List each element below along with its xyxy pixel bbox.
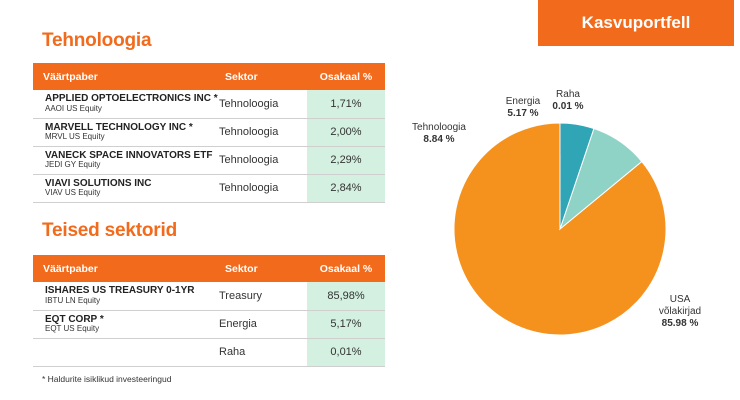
tech-holdings-table: Väärtpaber Sektor Osakaal % APPLIED OPTO… [33,63,385,203]
header-weight: Osakaal % [307,255,385,282]
pie-value-label-0: 85.98 % [662,318,699,329]
sector-cell: Energia [215,310,307,339]
pie-label-1: Tehnoloogia [412,122,466,133]
sector-cell: Tehnoloogia [215,174,307,203]
security-ticker: AAOI US Equity [45,103,102,113]
pie-label-3: Raha [556,89,580,100]
footnote: * Haldurite isiklikud investeeringud [42,374,172,384]
pie-value-label-1: 8.84 % [423,134,454,145]
security-ticker: VIAV US Equity [45,188,101,198]
table-row: VANECK SPACE INNOVATORS ETF JEDI GY Equi… [33,146,385,175]
weight-cell: 5,17% [307,310,385,339]
sector-cell: Tehnoloogia [215,146,307,175]
other-holdings-table: Väärtpaber Sektor Osakaal % ISHARES US T… [33,255,385,367]
weight-cell: 85,98% [307,282,385,311]
security-cell: VIAVI SOLUTIONS INC VIAV US Equity [33,174,215,203]
portfolio-badge: Kasvuportfell [538,0,734,46]
security-cell: MARVELL TECHNOLOGY INC * MRVL US Equity [33,118,215,147]
pie-value-label-2: 5.17 % [507,108,538,119]
security-cell [33,338,215,367]
security-name: ISHARES US TREASURY 0-1YR [45,285,195,297]
pie-label-0: USA võlakirjad [659,294,701,317]
table-row: Raha 0,01% [33,338,385,367]
table-header-row: Väärtpaber Sektor Osakaal % [33,63,385,90]
header-security: Väärtpaber [33,63,215,90]
security-cell: ISHARES US TREASURY 0-1YR IBTU LN Equity [33,282,215,311]
sector-cell: Tehnoloogia [215,118,307,147]
weight-cell: 2,00% [307,118,385,147]
weight-cell: 2,84% [307,174,385,203]
security-name: VIAVI SOLUTIONS INC [45,177,152,189]
security-name: VANECK SPACE INNOVATORS ETF [45,149,213,161]
other-section-title: Teised sektorid [42,220,177,241]
table-header-row: Väärtpaber Sektor Osakaal % [33,255,385,282]
pie-value-label-3: 0.01 % [552,101,583,112]
security-cell: VANECK SPACE INNOVATORS ETF JEDI GY Equi… [33,146,215,175]
header-sector: Sektor [215,63,307,90]
table-row: APPLIED OPTOELECTRONICS INC * AAOI US Eq… [33,90,385,119]
tech-section-title: Tehnoloogia [42,30,152,51]
sector-cell: Tehnoloogia [215,90,307,119]
weight-cell: 1,71% [307,90,385,119]
pie-slice-2 [559,122,595,230]
security-cell: EQT CORP * EQT US Equity [33,310,215,339]
security-name: APPLIED OPTOELECTRONICS INC * [45,93,218,105]
table-row: EQT CORP * EQT US Equity Energia 5,17% [33,310,385,339]
weight-cell: 2,29% [307,146,385,175]
table-row: MARVELL TECHNOLOGY INC * MRVL US Equity … [33,118,385,147]
table-row: VIAVI SOLUTIONS INC VIAV US Equity Tehno… [33,174,385,203]
security-cell: APPLIED OPTOELECTRONICS INC * AAOI US Eq… [33,90,218,119]
table-row: ISHARES US TREASURY 0-1YR IBTU LN Equity… [33,282,385,311]
security-ticker: JEDI GY Equity [45,160,101,170]
header-sector: Sektor [215,255,307,282]
pie-label-2: Energia [506,96,541,107]
weight-cell: 0,01% [307,338,385,367]
header-weight: Osakaal % [307,63,385,90]
sector-cell: Raha [215,338,307,367]
sector-cell: Treasury [215,282,307,311]
header-security: Väärtpaber [33,255,215,282]
security-ticker: MRVL US Equity [45,132,105,142]
security-ticker: IBTU LN Equity [45,295,101,305]
security-name: EQT CORP * [45,313,104,325]
security-ticker: EQT US Equity [45,324,100,334]
security-name: MARVELL TECHNOLOGY INC * [45,121,193,133]
